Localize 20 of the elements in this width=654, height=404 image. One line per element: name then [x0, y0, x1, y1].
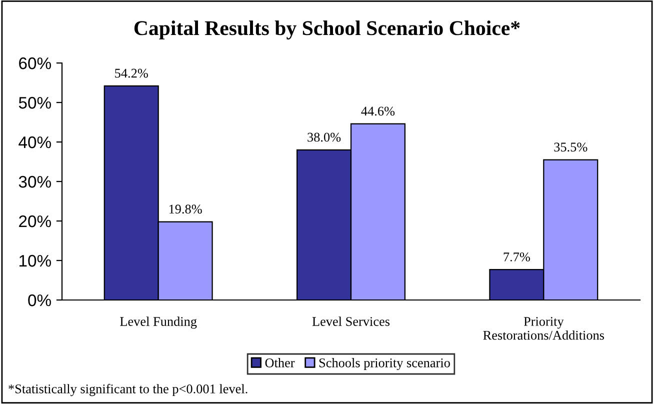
data-label: 44.6% — [361, 106, 395, 116]
y-tick-label: 40% — [18, 136, 51, 148]
x-tick-label: Level Funding — [120, 316, 197, 329]
x-tick-label: Priority Restorations/Additions — [483, 317, 604, 340]
y-tick-label: 60% — [19, 57, 51, 70]
data-label: 35.5% — [554, 142, 588, 152]
text: *Statistically significant to the p<0.001 level. — [8, 384, 248, 396]
data-label: 19.8% — [169, 204, 202, 214]
chart-title: Capital Results by School Scenario Choice* — [134, 20, 520, 40]
x-tick-label: Level Services — [312, 316, 390, 326]
y-tick-label: 20% — [19, 215, 51, 228]
y-tick-label: 50% — [18, 96, 51, 109]
legend-label: Other — [265, 358, 295, 368]
data-label: 7.7% — [504, 252, 530, 262]
y-tick-label: 0% — [28, 294, 51, 306]
data-label: 38.0% — [308, 132, 341, 142]
y-tick-label: 10% — [19, 254, 51, 267]
data-label: 54.2% — [115, 68, 148, 78]
legend-label: Schools priority scenario — [319, 358, 450, 370]
y-tick-label: 30% — [18, 176, 51, 188]
